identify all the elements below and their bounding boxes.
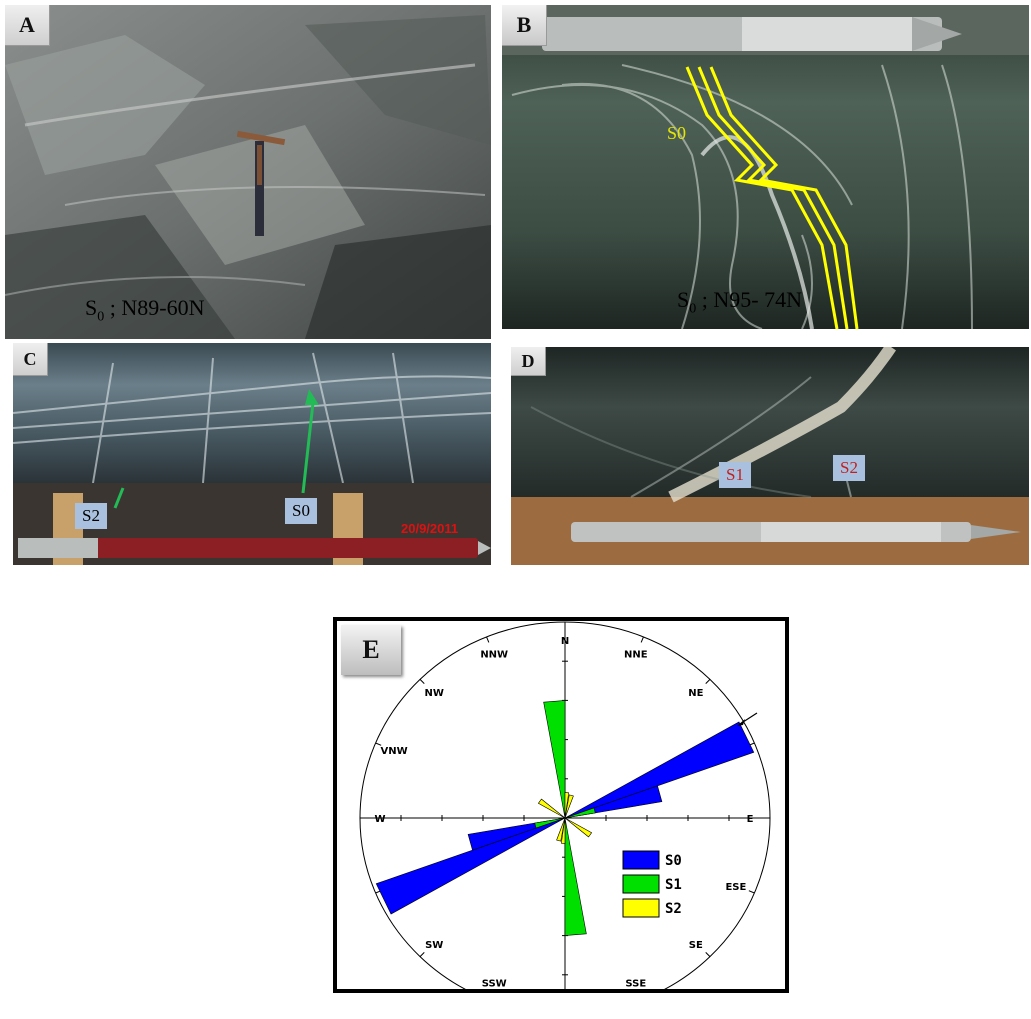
s0-petal — [564, 721, 755, 819]
direction-tick — [375, 742, 382, 746]
legend-swatch-s1 — [622, 874, 660, 894]
legend-swatch-s0 — [622, 850, 660, 870]
s0-petal — [375, 817, 566, 915]
direction-label-se: SE — [689, 940, 703, 951]
direction-label-n: N — [561, 636, 569, 647]
direction-label-nw: NW — [424, 688, 443, 699]
s1-petal — [564, 817, 587, 936]
panel-a-label: A — [5, 5, 50, 46]
legend-label-s1: S1 — [665, 877, 682, 893]
panel-a-outcrop-photo: A S0 ; N89-60N — [5, 5, 491, 339]
panel-e-label: E — [341, 625, 401, 675]
panel-d-label: D — [511, 347, 546, 376]
direction-tick — [705, 679, 711, 685]
drill-core-image-d — [511, 347, 1029, 565]
s1-petal — [564, 807, 596, 819]
legend-swatch-s2 — [622, 898, 660, 918]
direction-tick — [640, 636, 644, 643]
direction-tick — [419, 679, 425, 685]
s2-petal — [560, 817, 566, 844]
s2-tag: S2 — [75, 503, 107, 529]
s0-bedding-marker: S0 — [667, 123, 687, 143]
direction-label-nne: NNE — [624, 650, 648, 661]
date-stamp: 20/9/2011 — [401, 521, 459, 536]
panel-b-caption: S0 ; N95- 74N — [677, 287, 802, 317]
direction-label-sse: SSE — [625, 978, 646, 989]
s0-tag: S0 — [285, 498, 317, 524]
s2-petal — [564, 794, 574, 819]
direction-label-nnw: NNW — [480, 650, 508, 661]
legend-label-s0: S0 — [665, 853, 682, 869]
direction-label-e: E — [747, 814, 754, 825]
s2-petal — [556, 817, 566, 842]
s1-petal — [534, 817, 566, 829]
s2-petal — [564, 792, 570, 819]
panel-d-core-photo: D S1 S2 — [511, 347, 1029, 565]
direction-label-sw: SW — [425, 940, 443, 951]
direction-label-wnw: VNW — [381, 746, 408, 757]
direction-label-ssw: SSW — [482, 978, 507, 989]
s1-petal — [543, 700, 566, 819]
direction-tick — [486, 636, 490, 643]
ene-arrow-head — [737, 719, 745, 726]
s2-petal — [537, 798, 566, 819]
panel-c-label: C — [13, 343, 48, 376]
direction-label-ese: ESE — [725, 882, 746, 893]
panel-b-label: B — [502, 5, 547, 46]
rose-diagram: NNNENEENEEESESESSESSSWSWVSWWVNWNWNNWS0S1… — [359, 621, 771, 1015]
s2-petal — [564, 817, 593, 838]
legend-label-s2: S2 — [665, 901, 682, 917]
direction-tick — [705, 951, 711, 957]
panel-e-rose-diagram: NNNENEENEEESESESSESSSWSWVSWWVNWNWNNWS0S1… — [333, 617, 789, 1015]
s1-tag: S1 — [719, 462, 751, 488]
panel-c-core-photo: C S2 S0 20/9/2011 — [13, 343, 491, 565]
direction-label-ne: NE — [688, 688, 703, 699]
panel-a-caption: S0 ; N89-60N — [85, 295, 205, 325]
drill-core-image-b — [502, 5, 1029, 329]
outcrop-rock-image — [5, 5, 491, 339]
direction-tick — [419, 951, 425, 957]
direction-label-w: W — [374, 814, 385, 825]
direction-tick — [748, 890, 755, 894]
panel-b-core-photo: B S0 S0 ; N95- 74N — [502, 5, 1029, 329]
s2-tag-d: S2 — [833, 455, 865, 481]
